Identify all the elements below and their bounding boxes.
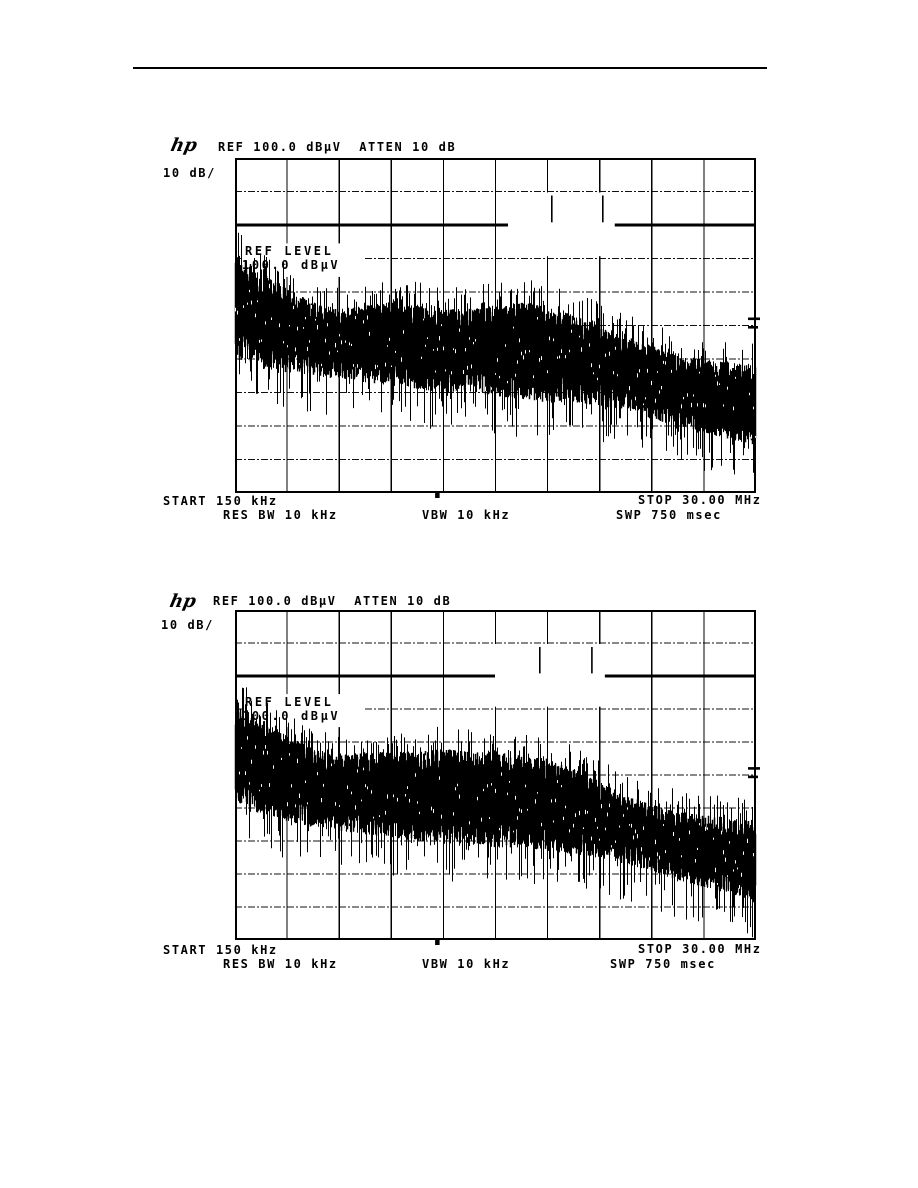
hp-logo: hp (167, 591, 199, 612)
scale-per-div-label: 10 dB/ (163, 166, 216, 180)
res-bw-label: RES BW 10 kHz (223, 957, 338, 971)
stop-frequency-label: STOP 30.00 MHz (638, 942, 762, 956)
scale-per-div-label: 10 dB/ (161, 618, 214, 632)
hp-logo: hp (168, 135, 200, 156)
spectrum-plot (234, 158, 770, 501)
ref-atten-header: REF 100.0 dBµV ATTEN 10 dB (213, 594, 452, 608)
res-bw-label: RES BW 10 kHz (223, 508, 338, 522)
sweep-time-label: SWP 750 msec (616, 508, 722, 522)
stop-frequency-label: STOP 30.00 MHz (638, 493, 762, 507)
page-top-rule (133, 67, 767, 69)
ref-level-annotation: REF LEVEL (245, 695, 334, 709)
ref-level-value: 100.0 dBµV (242, 709, 341, 723)
ref-level-value: 100.0 dBµV (242, 258, 341, 272)
sweep-time-label: SWP 750 msec (610, 957, 716, 971)
vbw-label: VBW 10 kHz (422, 508, 511, 522)
spectrum-plot (234, 610, 770, 948)
start-frequency-label: START 150 kHz (163, 494, 278, 508)
ref-level-annotation: REF LEVEL (245, 244, 334, 258)
start-frequency-label: START 150 kHz (163, 943, 278, 957)
ref-atten-header: REF 100.0 dBµV ATTEN 10 dB (218, 140, 457, 154)
vbw-label: VBW 10 kHz (422, 957, 511, 971)
